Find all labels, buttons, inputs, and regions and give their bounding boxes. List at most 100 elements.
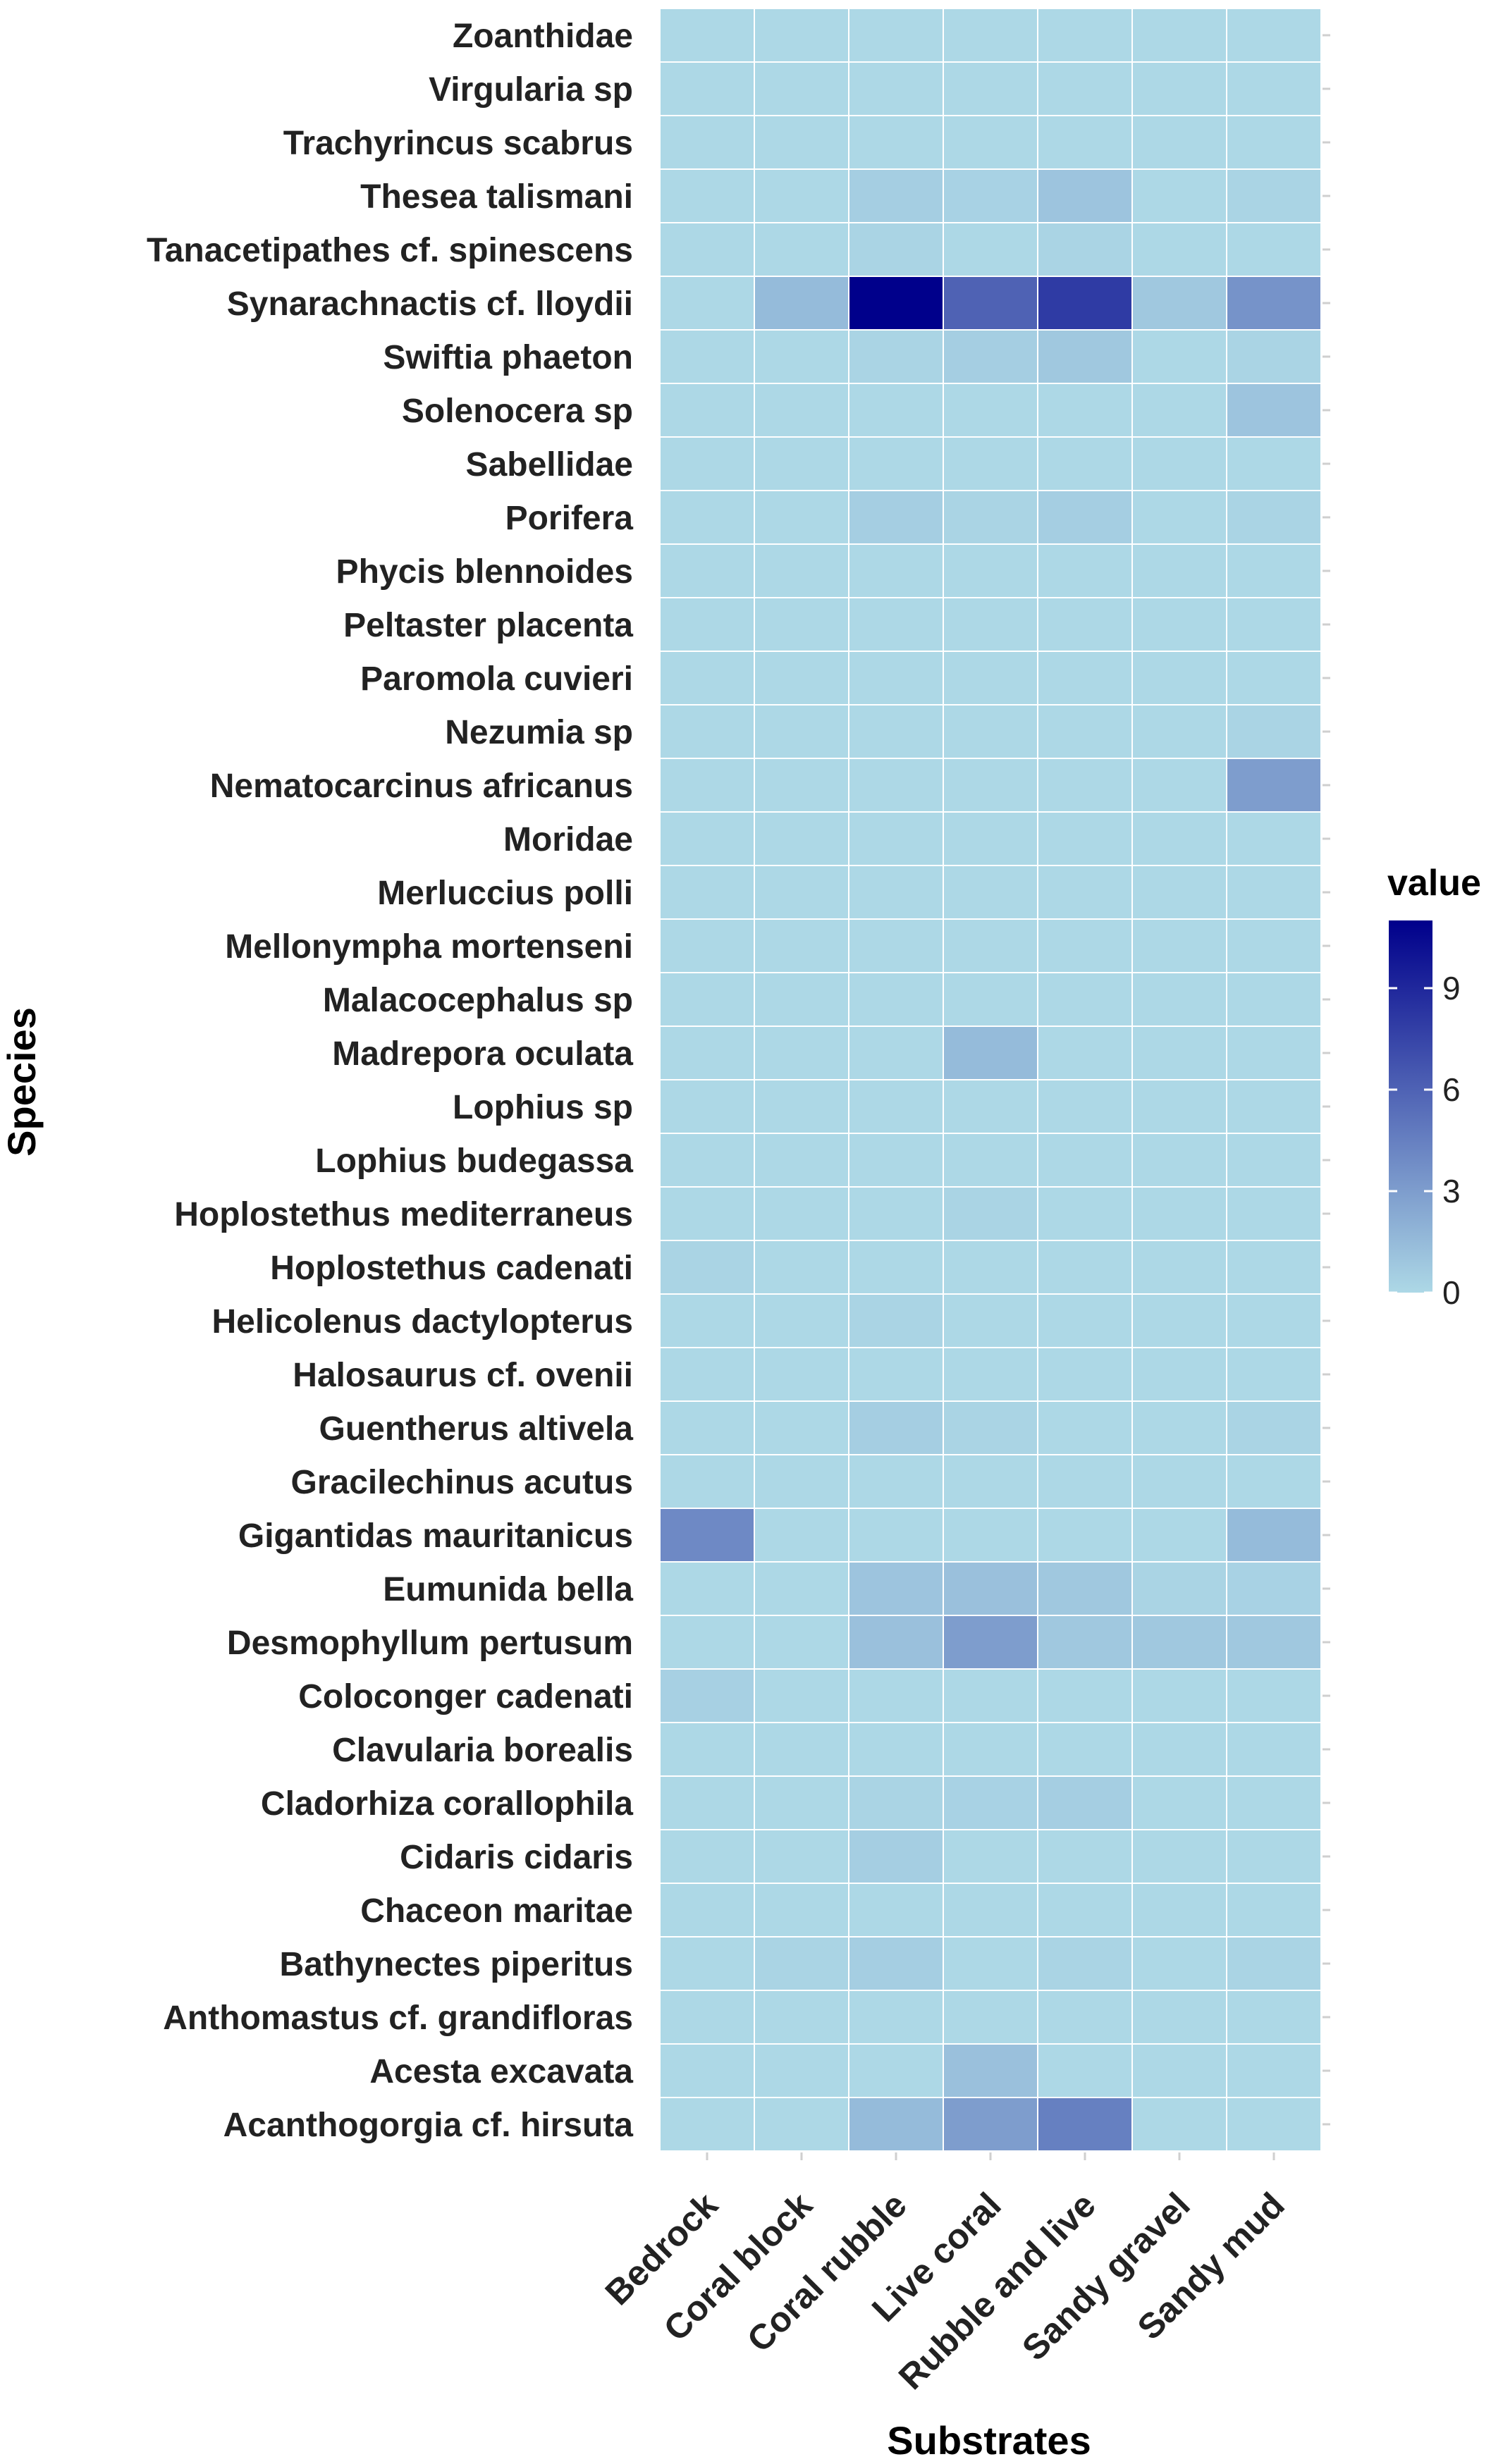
y-tick-label: Solenocera sp	[402, 393, 633, 430]
heatmap-cell	[1131, 168, 1227, 223]
heatmap-cell	[1037, 543, 1133, 598]
heatmap-cell	[1131, 1936, 1227, 1991]
heatmap-cell	[1226, 1883, 1322, 1938]
heatmap-cell	[754, 1508, 849, 1563]
heatmap-cell	[848, 1722, 944, 1777]
heatmap-cell	[659, 436, 755, 491]
heatmap-cell	[1226, 543, 1322, 598]
heatmap-cell	[1226, 383, 1322, 438]
heatmap-cell	[1131, 490, 1227, 545]
heatmap-cell	[754, 651, 849, 706]
heatmap-cell	[943, 1722, 1038, 1777]
heatmap-cell	[1131, 918, 1227, 973]
heatmap-cell	[754, 1615, 849, 1670]
heatmap-cell	[1037, 1240, 1133, 1295]
heatmap-cell	[659, 2043, 755, 2098]
x-tick-label: Sandy gravel	[1014, 2185, 1198, 2368]
heatmap-cell	[848, 651, 944, 706]
heatmap-cell	[943, 436, 1038, 491]
heatmap-cell	[1131, 329, 1227, 384]
y-tick-label: Thesea talismani	[360, 178, 633, 216]
heatmap-cell	[1037, 115, 1133, 170]
heatmap-cell	[659, 811, 755, 866]
heatmap-cell	[1131, 1240, 1227, 1295]
heatmap-cell	[659, 276, 755, 331]
heatmap-cell	[1037, 1400, 1133, 1455]
legend-colorbar	[1389, 920, 1432, 1293]
heatmap-cell	[1131, 383, 1227, 438]
heatmap-cell	[943, 704, 1038, 759]
heatmap-cell	[754, 2097, 849, 2152]
heatmap-cell	[1226, 1829, 1322, 1884]
heatmap-cell	[848, 8, 944, 63]
heatmap-cell	[1131, 543, 1227, 598]
y-tick-label: Coloconger cadenati	[298, 1678, 633, 1715]
heatmap-cell	[1131, 1668, 1227, 1723]
heatmap-cell	[1226, 1936, 1322, 1991]
y-tick-label: Gigantidas mauritanicus	[238, 1517, 633, 1555]
y-tick-label: Hoplostethus mediterraneus	[174, 1196, 633, 1233]
heatmap-cell	[659, 1615, 755, 1670]
y-tick-label: Eumunida bella	[383, 1571, 633, 1608]
heatmap-cell	[848, 1883, 944, 1938]
heatmap-cell	[1131, 1133, 1227, 1188]
heatmap-cell	[848, 1668, 944, 1723]
y-tick-label: Merluccius polli	[377, 875, 633, 912]
heatmap-cell	[754, 2043, 849, 2098]
heatmap-cell	[848, 1293, 944, 1348]
heatmap-cell	[943, 543, 1038, 598]
heatmap-cell	[1226, 1668, 1322, 1723]
heatmap-cell	[1037, 1668, 1133, 1723]
heatmap-cell	[1131, 222, 1227, 277]
heatmap-cell	[1226, 1722, 1322, 1777]
heatmap-cell	[754, 1186, 849, 1241]
heatmap-cell	[848, 597, 944, 652]
heatmap-cell	[1226, 2097, 1322, 2152]
heatmap-cell	[1226, 222, 1322, 277]
heatmap-cell	[1226, 704, 1322, 759]
heatmap-cell	[1226, 1240, 1322, 1295]
heatmap-cell	[848, 758, 944, 813]
heatmap-cell	[754, 1936, 849, 1991]
heatmap-cell	[659, 543, 755, 598]
heatmap-cell	[1131, 1775, 1227, 1830]
heatmap-cell	[659, 704, 755, 759]
heatmap-cell	[754, 1293, 849, 1348]
heatmap-cell	[1226, 1990, 1322, 2045]
heatmap-cell	[1037, 490, 1133, 545]
heatmap-cell	[848, 972, 944, 1027]
heatmap-cell	[659, 168, 755, 223]
heatmap-cell	[943, 972, 1038, 1027]
heatmap-cell	[848, 2097, 944, 2152]
heatmap-cell	[754, 1883, 849, 1938]
heatmap-cell	[1037, 1722, 1133, 1777]
y-tick-label: Hoplostethus cadenati	[270, 1250, 633, 1287]
heatmap-cell	[1226, 1508, 1322, 1563]
heatmap-cell	[943, 276, 1038, 331]
legend-tick-label: 6	[1442, 1071, 1461, 1108]
heatmap-cell	[848, 1508, 944, 1563]
heatmap-cell	[1131, 758, 1227, 813]
y-tick-label: Nematocarcinus africanus	[210, 768, 633, 805]
heatmap-cell	[1131, 276, 1227, 331]
heatmap-cell	[848, 1829, 944, 1884]
heatmap-cell	[1131, 1400, 1227, 1455]
heatmap-cell	[1226, 1133, 1322, 1188]
heatmap-cell	[1131, 865, 1227, 920]
heatmap-cell	[1037, 1347, 1133, 1402]
heatmap-cell	[943, 115, 1038, 170]
heatmap-cell	[754, 1133, 849, 1188]
heatmap-cell	[1131, 1990, 1227, 2045]
heatmap-cell	[754, 383, 849, 438]
heatmap-cell	[943, 1883, 1038, 1938]
heatmap-cell	[1037, 1936, 1133, 1991]
y-tick-label: Guentherus altivela	[319, 1410, 634, 1448]
heatmap-cell	[1037, 972, 1133, 1027]
y-tick-label: Gracilechinus acutus	[290, 1464, 633, 1501]
heatmap-cell	[659, 865, 755, 920]
heatmap-cell	[943, 1508, 1038, 1563]
heatmap-cell	[1037, 597, 1133, 652]
y-tick-label: Bathynectes piperitus	[280, 1946, 633, 1983]
y-tick-label: Paromola cuvieri	[360, 660, 633, 698]
